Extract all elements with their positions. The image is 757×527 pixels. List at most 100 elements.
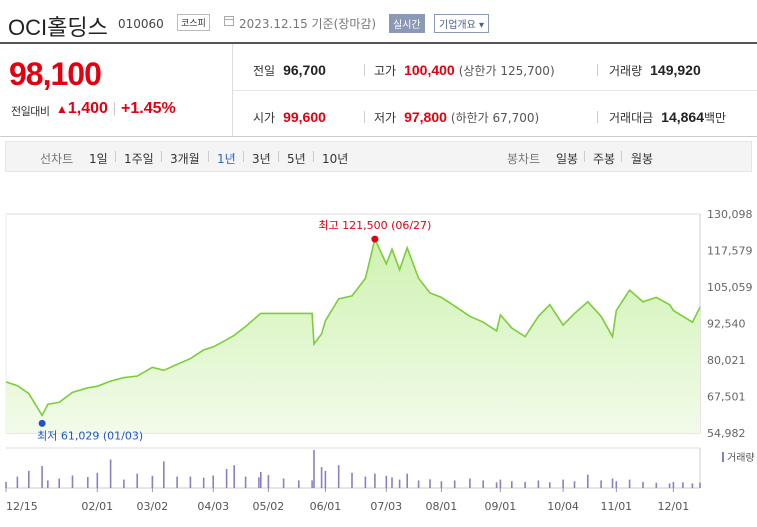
- stat-trade-value: 거래대금 14,864백만: [609, 109, 726, 126]
- volume-bar: [364, 476, 367, 488]
- x-axis-labels: 12/15 02/01 03/02 04/03 05/02 06/01 07/03 08/01…: [5, 488, 689, 513]
- volume-bar: [58, 478, 60, 488]
- volume-bar: [406, 473, 408, 488]
- price-box: 98,100 전일대비 ▲1,400 +1.45%: [0, 44, 232, 136]
- candle-weekly[interactable]: 주봉: [593, 152, 616, 166]
- price-line: [5, 236, 701, 418]
- low-value: 97,800: [404, 109, 447, 125]
- volume-bar: [324, 470, 327, 488]
- trade-value: 14,864: [661, 109, 704, 125]
- volume-bar: [87, 477, 89, 488]
- candle-monthly[interactable]: 월봉: [631, 152, 654, 166]
- trade-value-label: 거래대금: [609, 111, 654, 125]
- calendar-icon: [224, 16, 234, 26]
- open-value: 99,600: [283, 109, 326, 125]
- divider: [584, 151, 585, 162]
- x-tick-label: 12/15: [6, 500, 38, 513]
- x-tick-label: 02/01: [81, 500, 113, 513]
- period-bar: 선차트 1일 1주일 3개월 1년 3년 5년 10년 봉차트 일봉 주봉 월봉: [5, 141, 752, 172]
- y-tick-label: 67,501: [707, 391, 746, 404]
- divider: [621, 151, 622, 162]
- period-1w[interactable]: 1주일: [124, 152, 154, 166]
- price-area: [6, 239, 700, 433]
- volume-bar: [163, 461, 165, 488]
- period-3y[interactable]: 3년: [252, 152, 271, 166]
- volume-bar: [417, 480, 420, 488]
- y-tick-label: 130,098: [707, 208, 753, 221]
- x-tick-label: 07/03: [370, 500, 402, 513]
- volume-bars: 거래량: [5, 450, 755, 488]
- company-overview-dropdown[interactable]: 기업개요 ▾: [434, 14, 489, 33]
- volume-legend-swatch: [722, 452, 724, 462]
- y-tick-label: 80,021: [707, 354, 746, 367]
- volume-bar: [682, 482, 684, 488]
- volume-bar: [511, 481, 513, 488]
- divider: [208, 151, 209, 162]
- volume-bar: [311, 480, 313, 488]
- volume-bar: [96, 472, 99, 488]
- volume-bar: [151, 475, 154, 488]
- low-label: 저가: [374, 111, 397, 125]
- max-annotation: 최고 121,500 (06/27): [318, 219, 431, 232]
- max-point-dot: [371, 235, 379, 243]
- volume-bar: [691, 483, 694, 488]
- volume-bar: [374, 473, 376, 488]
- volume-bar: [611, 478, 614, 488]
- volume-bar: [385, 475, 388, 488]
- x-tick-label: 10/04: [547, 500, 579, 513]
- chart-annotations: 최고 121,500 (06/27) 최저 61,029 (01/03): [37, 219, 431, 442]
- divider: [597, 111, 598, 123]
- up-triangle-icon: ▲: [56, 102, 68, 116]
- volume-bar: [267, 475, 270, 488]
- stock-name: OCI홀딩스: [8, 15, 108, 40]
- divider: [161, 151, 162, 162]
- volume-bar: [524, 481, 526, 488]
- period-3m[interactable]: 3개월: [170, 152, 200, 166]
- x-tick-label: 06/01: [310, 500, 342, 513]
- volume-bar: [398, 479, 401, 488]
- period-10y[interactable]: 10년: [322, 152, 349, 166]
- divider: [243, 151, 244, 162]
- quote-date: 2023.12.15 기준(장마감): [239, 17, 377, 31]
- prev-close-value: 96,700: [283, 62, 326, 78]
- header-divider: [0, 42, 757, 44]
- realtime-button[interactable]: 실시간: [389, 14, 425, 33]
- trade-value-unit: 백만: [704, 111, 727, 125]
- volume-bar: [453, 480, 456, 488]
- volume-bar: [469, 478, 471, 488]
- volume-bar: [260, 472, 262, 488]
- divider: [364, 64, 365, 76]
- volume-bar: [587, 474, 589, 488]
- y-axis-labels: 130,098 117,579 105,059 92,540 80,021 67,501 5…: [707, 208, 753, 440]
- min-point-dot: [38, 419, 46, 427]
- divider: [278, 151, 279, 162]
- open-label: 시가: [253, 111, 276, 125]
- volume-bar: [189, 476, 192, 488]
- period-5y[interactable]: 5년: [287, 152, 306, 166]
- volume-bar: [212, 475, 214, 488]
- current-price: 98,100: [9, 56, 102, 92]
- volume-bar: [28, 470, 30, 488]
- divider: [115, 151, 116, 162]
- volume-label: 거래량: [609, 64, 643, 78]
- divider: [0, 136, 757, 137]
- x-tick-label: 09/01: [485, 500, 517, 513]
- volume-bar: [41, 466, 43, 488]
- volume-bar: [47, 480, 49, 488]
- candle-daily[interactable]: 일봉: [556, 152, 579, 166]
- x-tick-label: 04/03: [197, 500, 229, 513]
- volume-bar: [313, 450, 315, 488]
- volume-bar: [668, 483, 671, 488]
- period-1y[interactable]: 1년: [217, 152, 236, 166]
- divider: [597, 64, 598, 76]
- high-label: 고가: [374, 64, 397, 78]
- volume-bar: [429, 479, 431, 488]
- volume-bar: [549, 482, 551, 488]
- volume-bar: [233, 465, 235, 488]
- period-1d[interactable]: 1일: [89, 152, 108, 166]
- volume-bar: [320, 467, 323, 488]
- y-tick-label: 54,982: [707, 427, 746, 440]
- volume-bar: [71, 475, 74, 488]
- y-tick-label: 92,540: [707, 318, 746, 331]
- volume-bar: [600, 480, 602, 488]
